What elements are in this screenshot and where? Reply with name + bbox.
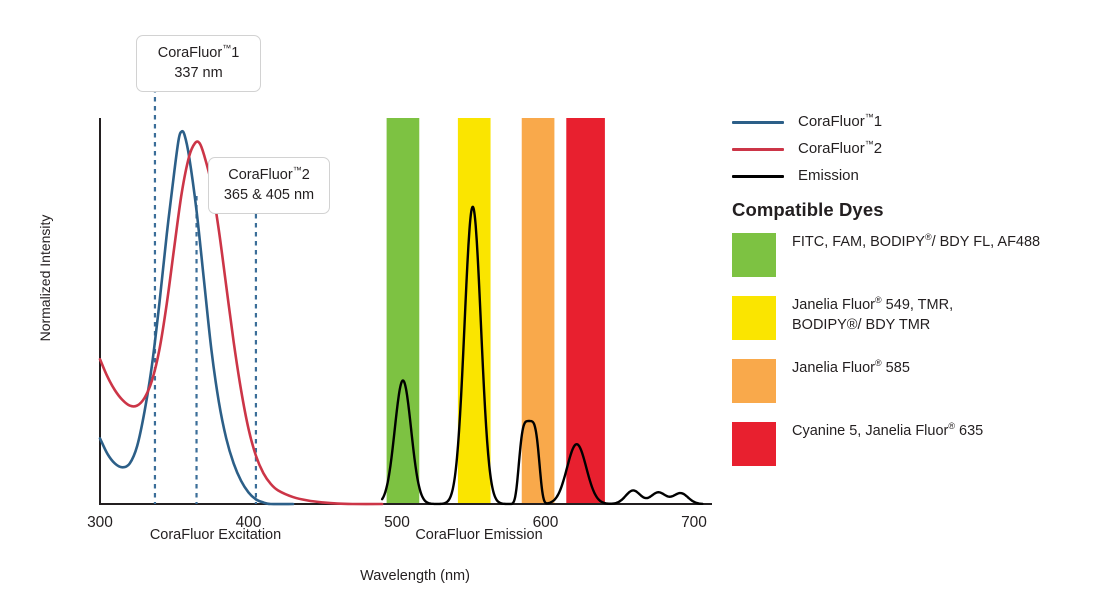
dye-label-line2: BODIPY®/ BDY TMR (792, 316, 931, 333)
registered-icon: ® (924, 232, 932, 243)
trademark-icon: ™ (292, 165, 302, 176)
legend-label: CoraFluor™1 (798, 112, 883, 131)
x-axis-tick-700: 700 (681, 514, 707, 531)
callout-2-line2: 365 & 405 nm (223, 187, 315, 203)
registered-icon: ® (875, 358, 882, 369)
yellow-band (457, 118, 491, 504)
dye-label: FITC, FAM, BODIPY®/ BDY FL, AF488 (792, 233, 1040, 253)
red-band (566, 118, 605, 504)
spectra-plot: 300 400 500 600 700 (87, 88, 712, 531)
x-axis-tick-500: 500 (384, 514, 410, 531)
dye-label: Janelia Fluor® 549, TMR, BODIPY®/ BDY TMR (792, 296, 953, 335)
compatible-dyes-title: Compatible Dyes (732, 199, 884, 220)
curve-corafluor1 (98, 129, 295, 506)
callout-1-line1: CoraFluor™1 (157, 43, 240, 61)
legend-line-swatch (732, 175, 784, 178)
dye-label-line1: FITC, FAM, BODIPY®/ BDY FL, AF488 (792, 232, 1041, 250)
legend-label: CoraFluor™2 (798, 139, 883, 158)
legend-panel: CoraFluor™1 CoraFluor™2 Emission Compatibl… (730, 0, 1110, 612)
legend-line-swatch (732, 121, 784, 124)
dye-color-swatch (732, 296, 776, 340)
registered-icon: ® (948, 421, 956, 432)
callout-corafluor1: CoraFluor™1 337 nm (136, 35, 261, 92)
x-axis-tick-400: 400 (236, 514, 262, 531)
dye-color-swatch (732, 233, 776, 277)
dye-row-1: Janelia Fluor® 549, TMR, BODIPY®/ BDY TMR (732, 296, 1110, 340)
dye-label: Janelia Fluor® 585 (792, 359, 910, 379)
curve-emission (380, 205, 704, 506)
dye-label: Cyanine 5, Janelia Fluor® 635 (792, 422, 983, 442)
callout-corafluor2: CoraFluor™2 365 & 405 nm (208, 157, 330, 214)
legend-label: Emission (798, 167, 859, 184)
legend-row-corafluor2: CoraFluor™2 (732, 137, 1102, 164)
registered-icon: ® (875, 295, 882, 306)
dye-row-0: FITC, FAM, BODIPY®/ BDY FL, AF488 (732, 233, 1110, 277)
y-axis-title: Normalized Intensity (37, 214, 53, 342)
legend-row-corafluor1: CoraFluor™1 (732, 110, 1102, 137)
axis-region-label-excitation: CoraFluor Excitation (149, 527, 282, 543)
trademark-icon: ™ (864, 112, 874, 122)
trademark-icon: ™ (222, 43, 232, 54)
callout-1-line2: 337 nm (174, 65, 223, 81)
dye-row-3: Cyanine 5, Janelia Fluor® 635 (732, 422, 1110, 466)
dye-label-line1: Cyanine 5, Janelia Fluor® 635 (792, 421, 984, 439)
dye-color-swatch (732, 359, 776, 403)
dye-row-2: Janelia Fluor® 585 (732, 359, 1110, 403)
trademark-icon: ™ (864, 139, 874, 149)
dye-label-line1: Janelia Fluor® 585 (792, 358, 910, 376)
green-band (386, 118, 420, 504)
compatible-dyes-list: FITC, FAM, BODIPY®/ BDY FL, AF488 Janelia… (732, 233, 1110, 485)
chart-area: 300 400 500 600 700 CoraFluor™1 337 nm CoraF… (37, 35, 712, 584)
dye-label-line1: Janelia Fluor® 549, TMR, (792, 295, 954, 313)
dye-color-swatch (732, 422, 776, 466)
legend-line-swatch (732, 148, 784, 151)
x-axis-tick-300: 300 (87, 514, 113, 531)
x-axis-title: Wavelength (nm) (360, 568, 470, 584)
callout-2-line1: CoraFluor™2 (228, 165, 310, 183)
curve-corafluor2 (98, 140, 384, 506)
x-axis-tick-600: 600 (533, 514, 559, 531)
axis-region-label-emission: CoraFluor Emission (415, 527, 543, 543)
legend-row-emission: Emission (732, 164, 1102, 191)
series-legend: CoraFluor™1 CoraFluor™2 Emission (732, 110, 1102, 191)
